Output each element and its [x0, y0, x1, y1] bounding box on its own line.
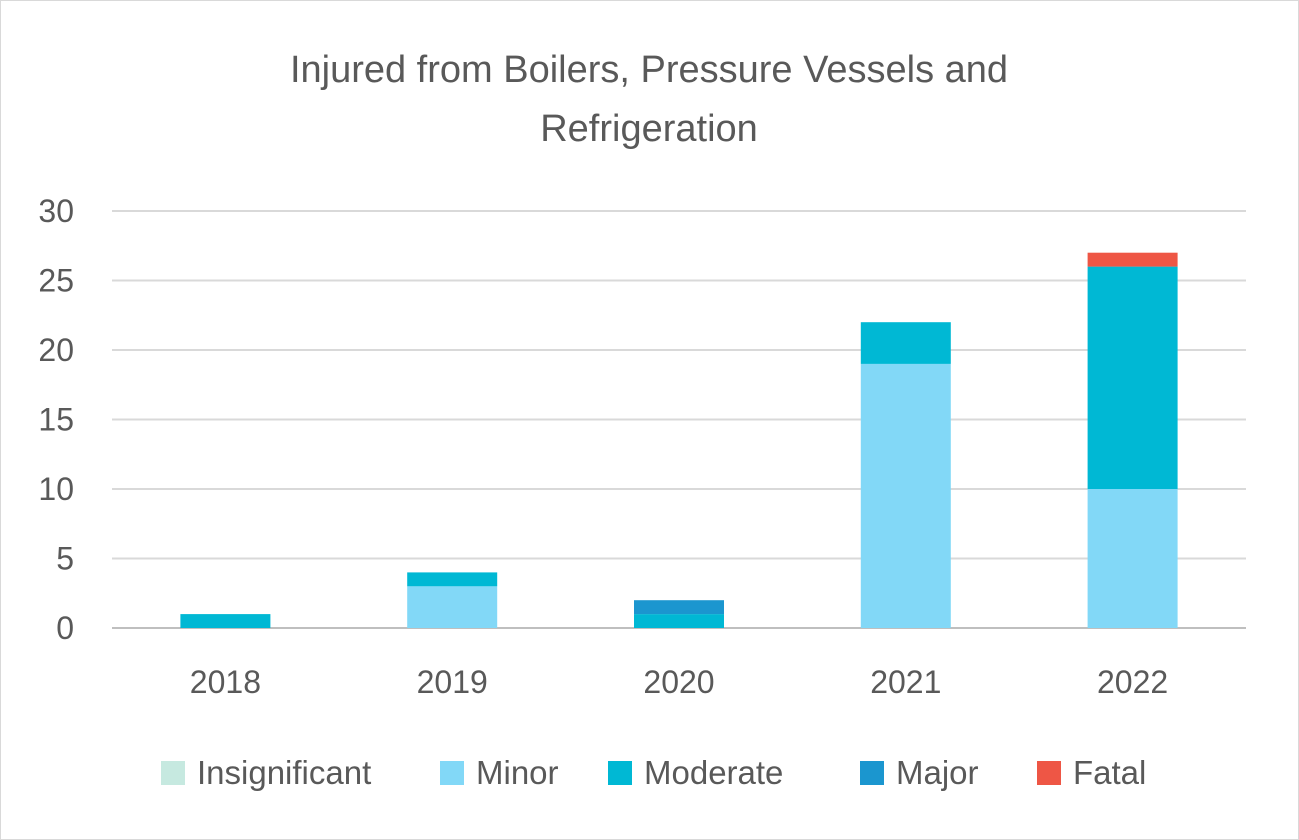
bar-fatal-2022 [1087, 252, 1178, 267]
legend-label-minor: Minor [476, 754, 559, 791]
legend-swatch-insignificant [161, 761, 185, 785]
legend-swatch-fatal [1037, 761, 1061, 785]
x-tick-label: 2018 [190, 664, 261, 700]
bar-minor-2019 [407, 586, 498, 628]
x-tick-label: 2019 [417, 664, 488, 700]
y-tick-label: 15 [38, 402, 74, 438]
bar-moderate-2018 [180, 614, 271, 628]
bar-minor-2021 [860, 363, 951, 628]
y-tick-label: 0 [56, 610, 74, 646]
y-tick-label: 20 [38, 332, 74, 368]
legend-swatch-moderate [608, 761, 632, 785]
y-axis-ticks: 0 5 10 15 20 25 30 [38, 193, 74, 646]
x-axis-ticks: 2018 2019 2020 2021 2022 [190, 664, 1168, 700]
bar-major-2020 [634, 600, 724, 615]
bar-moderate-2020 [634, 614, 724, 628]
legend-swatch-major [860, 761, 884, 785]
chart-title-line-1: Injured from Boilers, Pressure Vessels a… [290, 49, 1008, 91]
bar-moderate-2022 [1087, 266, 1178, 489]
bar-series [180, 252, 1178, 628]
legend-label-fatal: Fatal [1073, 754, 1146, 791]
bar-moderate-2021 [860, 322, 951, 364]
legend-label-moderate: Moderate [644, 754, 783, 791]
y-tick-label: 10 [38, 471, 74, 507]
legend: Insignificant Minor Moderate Major Fatal [161, 754, 1146, 791]
x-tick-label: 2022 [1097, 664, 1168, 700]
chart-title-line-2: Refrigeration [540, 108, 758, 150]
legend-label-major: Major [896, 754, 979, 791]
bar-minor-2022 [1087, 489, 1178, 628]
x-tick-label: 2020 [643, 664, 714, 700]
bar-moderate-2019 [407, 572, 498, 587]
y-tick-label: 30 [38, 193, 74, 229]
y-tick-label: 5 [56, 541, 74, 577]
gridlines [112, 210, 1246, 629]
y-tick-label: 25 [38, 263, 74, 299]
legend-label-insignificant: Insignificant [197, 754, 371, 791]
x-tick-label: 2021 [870, 664, 941, 700]
legend-swatch-minor [440, 761, 464, 785]
